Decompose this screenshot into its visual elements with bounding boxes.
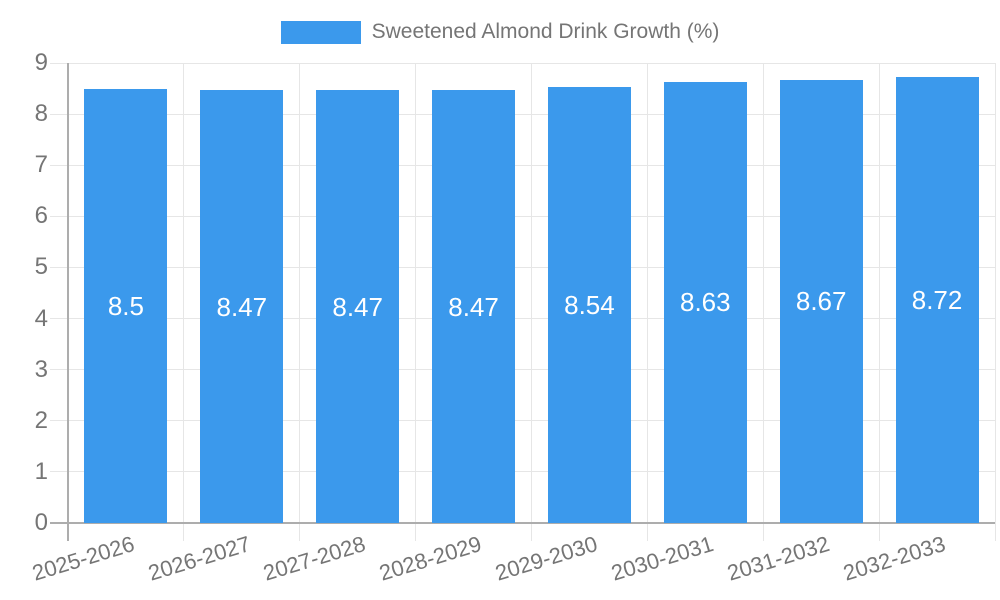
- bar: 8.67: [779, 79, 863, 523]
- y-axis-tick-label: 5: [34, 253, 48, 281]
- gridline-horizontal: [50, 471, 995, 473]
- y-axis-tick-label: 1: [34, 457, 48, 485]
- gridline-vertical: [994, 63, 996, 541]
- bar: 8.5: [84, 88, 168, 523]
- bar: 8.63: [663, 81, 747, 523]
- gridline-vertical: [878, 63, 880, 541]
- bar: 8.47: [316, 90, 400, 523]
- bar-value-label: 8.5: [107, 290, 144, 321]
- x-axis-tick-label: 2025-2026: [29, 531, 137, 586]
- gridline-horizontal: [50, 318, 995, 320]
- bar-value-label: 8.47: [216, 291, 268, 322]
- gridline-horizontal: [50, 113, 995, 115]
- y-axis-tick-label: 0: [34, 509, 48, 536]
- x-axis-line: [50, 522, 995, 524]
- gridline-horizontal: [50, 164, 995, 166]
- bar: 8.47: [200, 90, 284, 523]
- y-axis-tick-label: 2: [34, 406, 48, 434]
- gridline-vertical: [183, 63, 185, 541]
- bar: 8.54: [547, 86, 631, 523]
- x-axis-tick-label: 2031-2032: [724, 531, 833, 586]
- x-axis-tick-label: 2032-2033: [840, 531, 949, 586]
- y-axis-tick-label: 7: [34, 151, 48, 179]
- gridline-vertical: [531, 63, 532, 541]
- gridline-horizontal: [50, 62, 995, 64]
- gridline-horizontal: [50, 215, 995, 217]
- gridline-vertical: [646, 63, 648, 541]
- y-axis-line: [67, 63, 69, 541]
- gridline-horizontal: [50, 369, 995, 371]
- x-axis-tick-label: 2028-2029: [376, 531, 485, 586]
- y-axis-tick-label: 8: [34, 100, 48, 128]
- bar: 8.72: [895, 77, 979, 523]
- gridline-vertical: [762, 63, 764, 541]
- y-axis-tick-label: 6: [34, 202, 48, 230]
- gridline-horizontal: [50, 266, 995, 268]
- y-axis-tick-label: 9: [34, 49, 48, 76]
- x-axis-tick-label: 2026-2027: [144, 531, 253, 586]
- bar: 8.47: [432, 90, 516, 523]
- y-axis-tick-label: 3: [34, 355, 48, 383]
- x-axis-tick-label: 2030-2031: [608, 531, 717, 586]
- gridline-horizontal: [50, 420, 995, 422]
- bar-value-label: 8.63: [680, 287, 731, 318]
- legend-swatch: [280, 20, 361, 44]
- bar-value-label: 8.47: [448, 291, 499, 322]
- bar-value-label: 8.47: [332, 291, 383, 322]
- bar-value-label: 8.67: [795, 286, 847, 317]
- bar-value-label: 8.54: [564, 289, 615, 320]
- legend-label: Sweetened Almond Drink Growth (%): [371, 20, 720, 43]
- y-axis-tick-label: 4: [34, 304, 48, 332]
- x-axis-tick-label: 2029-2030: [492, 531, 601, 586]
- gridline-vertical: [299, 63, 301, 541]
- legend-item[interactable]: Sweetened Almond Drink Growth (%): [0, 12, 1000, 52]
- gridline-vertical: [415, 63, 417, 541]
- x-axis-tick-label: 2027-2028: [260, 531, 369, 586]
- bar-value-label: 8.72: [911, 285, 963, 316]
